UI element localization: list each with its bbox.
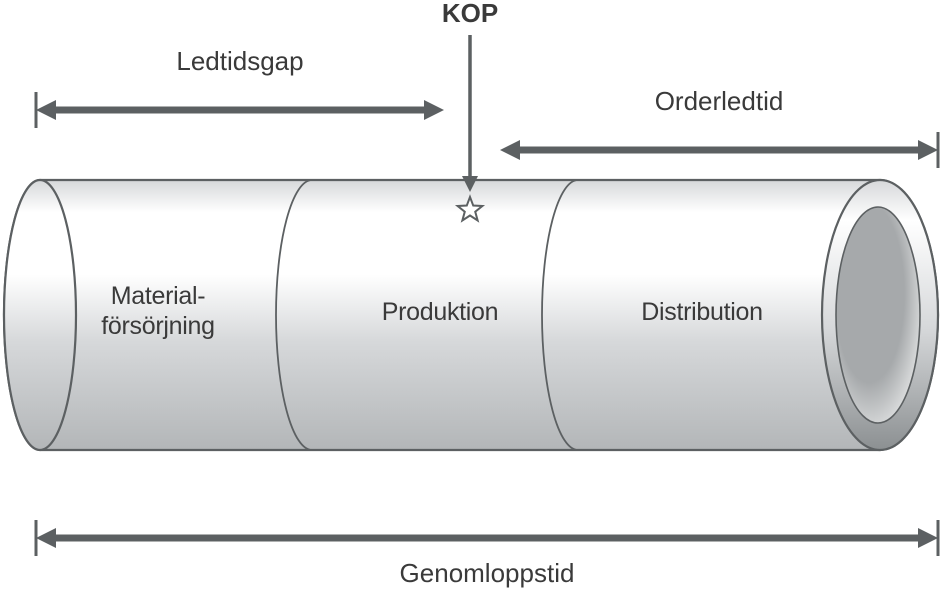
orderledtid-arrow-head-right — [918, 140, 938, 160]
orderledtid-arrow-head-left — [500, 140, 520, 160]
genomloppstid-label: Genomloppstid — [400, 558, 575, 588]
kop-label: KOP — [442, 0, 498, 28]
ledtidsgap-label: Ledtidsgap — [176, 46, 303, 76]
pipe-cap-right-inner — [836, 207, 920, 423]
ledtidsgap-arrow-head-right — [424, 100, 444, 120]
section-label-distribution: Distribution — [641, 298, 762, 326]
pipe-cap-left — [4, 180, 76, 450]
section-label-produktion: Produktion — [382, 298, 499, 326]
genomloppstid-arrow-head-left — [36, 528, 56, 548]
genomloppstid-arrow-head-right — [918, 528, 938, 548]
diagram-canvas: Material-försörjning Produktion Distributi… — [0, 0, 942, 615]
orderledtid-label: Orderledtid — [655, 86, 784, 116]
ledtidsgap-arrow-head-left — [36, 100, 56, 120]
section-label-material-1: Material- — [111, 282, 206, 310]
section-label-material-2: försörjning — [101, 312, 214, 340]
